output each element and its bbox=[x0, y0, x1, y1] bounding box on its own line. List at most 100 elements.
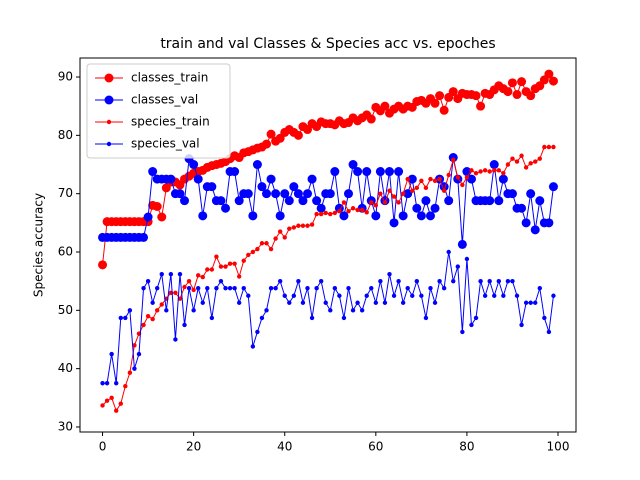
data-point bbox=[118, 315, 123, 321]
data-point bbox=[198, 211, 208, 221]
data-point bbox=[205, 267, 210, 272]
data-point bbox=[432, 178, 438, 184]
data-point bbox=[246, 252, 251, 258]
x-tick-label: 80 bbox=[459, 440, 474, 454]
data-point bbox=[551, 293, 556, 298]
data-point bbox=[300, 223, 306, 228]
data-point bbox=[478, 278, 483, 284]
data-point bbox=[250, 344, 256, 349]
data-point bbox=[173, 337, 178, 342]
data-point bbox=[373, 300, 379, 305]
data-point bbox=[200, 274, 205, 280]
data-point bbox=[489, 160, 499, 170]
data-point bbox=[428, 176, 433, 182]
data-point bbox=[141, 322, 146, 328]
data-point bbox=[346, 285, 351, 291]
data-point bbox=[464, 256, 470, 262]
data-point bbox=[544, 69, 554, 79]
data-point bbox=[307, 174, 317, 184]
data-point bbox=[332, 210, 338, 216]
data-point bbox=[423, 185, 429, 191]
data-point bbox=[259, 315, 265, 321]
y-tick-label: 30 bbox=[58, 419, 73, 433]
y-tick-label: 90 bbox=[58, 70, 73, 84]
plot-frame bbox=[79, 57, 577, 433]
data-point bbox=[514, 293, 520, 298]
data-point bbox=[444, 196, 454, 206]
data-point bbox=[109, 351, 114, 357]
data-point bbox=[521, 218, 531, 228]
data-point bbox=[243, 189, 253, 199]
data-point bbox=[391, 293, 397, 298]
data-point bbox=[446, 249, 451, 255]
data-point bbox=[492, 168, 497, 173]
data-point bbox=[382, 300, 388, 305]
data-point bbox=[362, 167, 372, 177]
data-point bbox=[191, 308, 196, 313]
data-point bbox=[193, 174, 203, 184]
data-point bbox=[118, 401, 123, 406]
data-point bbox=[341, 315, 347, 321]
data-point bbox=[405, 285, 410, 291]
data-point bbox=[277, 229, 283, 234]
data-point bbox=[355, 207, 360, 213]
data-point bbox=[282, 293, 287, 298]
data-point bbox=[223, 285, 228, 291]
data-point bbox=[448, 153, 458, 163]
data-point bbox=[382, 200, 388, 205]
data-point bbox=[309, 222, 315, 227]
legend-marker bbox=[106, 141, 112, 147]
data-point bbox=[209, 315, 215, 321]
data-point bbox=[455, 264, 461, 269]
data-point bbox=[189, 160, 199, 170]
data-point bbox=[273, 236, 278, 241]
chart-title: train and val Classes & Species acc vs. … bbox=[160, 36, 495, 52]
data-point bbox=[143, 212, 153, 222]
data-point bbox=[466, 174, 476, 184]
data-point bbox=[323, 210, 328, 216]
data-point bbox=[268, 246, 274, 252]
data-point bbox=[457, 239, 467, 249]
x-tick-label: 0 bbox=[99, 440, 107, 454]
data-point bbox=[205, 285, 210, 291]
data-point bbox=[451, 157, 456, 163]
data-point bbox=[348, 160, 358, 170]
data-point bbox=[293, 189, 303, 199]
legend-box bbox=[86, 63, 231, 159]
data-point bbox=[232, 285, 237, 291]
data-point bbox=[127, 370, 133, 375]
data-point bbox=[526, 189, 536, 199]
data-point bbox=[469, 322, 474, 328]
data-point bbox=[542, 315, 547, 321]
data-point bbox=[257, 182, 267, 192]
data-point bbox=[166, 174, 176, 184]
data-point bbox=[175, 189, 185, 199]
data-point bbox=[369, 200, 374, 205]
series-line bbox=[102, 146, 554, 412]
data-point bbox=[145, 313, 151, 319]
data-point bbox=[364, 210, 369, 215]
data-point bbox=[350, 206, 356, 211]
data-point bbox=[195, 285, 201, 291]
data-point bbox=[305, 285, 310, 291]
data-point bbox=[168, 271, 174, 277]
data-point bbox=[100, 381, 105, 386]
data-point bbox=[501, 171, 506, 176]
data-point bbox=[519, 153, 524, 158]
data-point bbox=[403, 189, 413, 199]
x-tick-label: 40 bbox=[277, 440, 292, 454]
data-point bbox=[441, 188, 447, 193]
data-point bbox=[546, 144, 552, 150]
data-point bbox=[455, 175, 461, 180]
data-point bbox=[398, 211, 408, 221]
data-point bbox=[476, 101, 486, 111]
data-point bbox=[305, 223, 310, 228]
data-point bbox=[262, 139, 272, 149]
data-point bbox=[400, 300, 406, 305]
data-point bbox=[353, 167, 363, 177]
data-point bbox=[218, 264, 224, 269]
data-point bbox=[496, 278, 501, 284]
data-point bbox=[136, 351, 142, 357]
data-point bbox=[296, 223, 301, 228]
data-point bbox=[159, 271, 164, 277]
